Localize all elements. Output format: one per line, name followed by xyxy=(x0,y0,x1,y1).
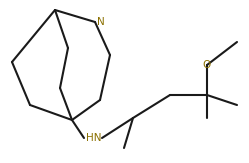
Text: O: O xyxy=(203,60,211,70)
Text: N: N xyxy=(97,17,105,27)
Text: HN: HN xyxy=(86,133,102,143)
